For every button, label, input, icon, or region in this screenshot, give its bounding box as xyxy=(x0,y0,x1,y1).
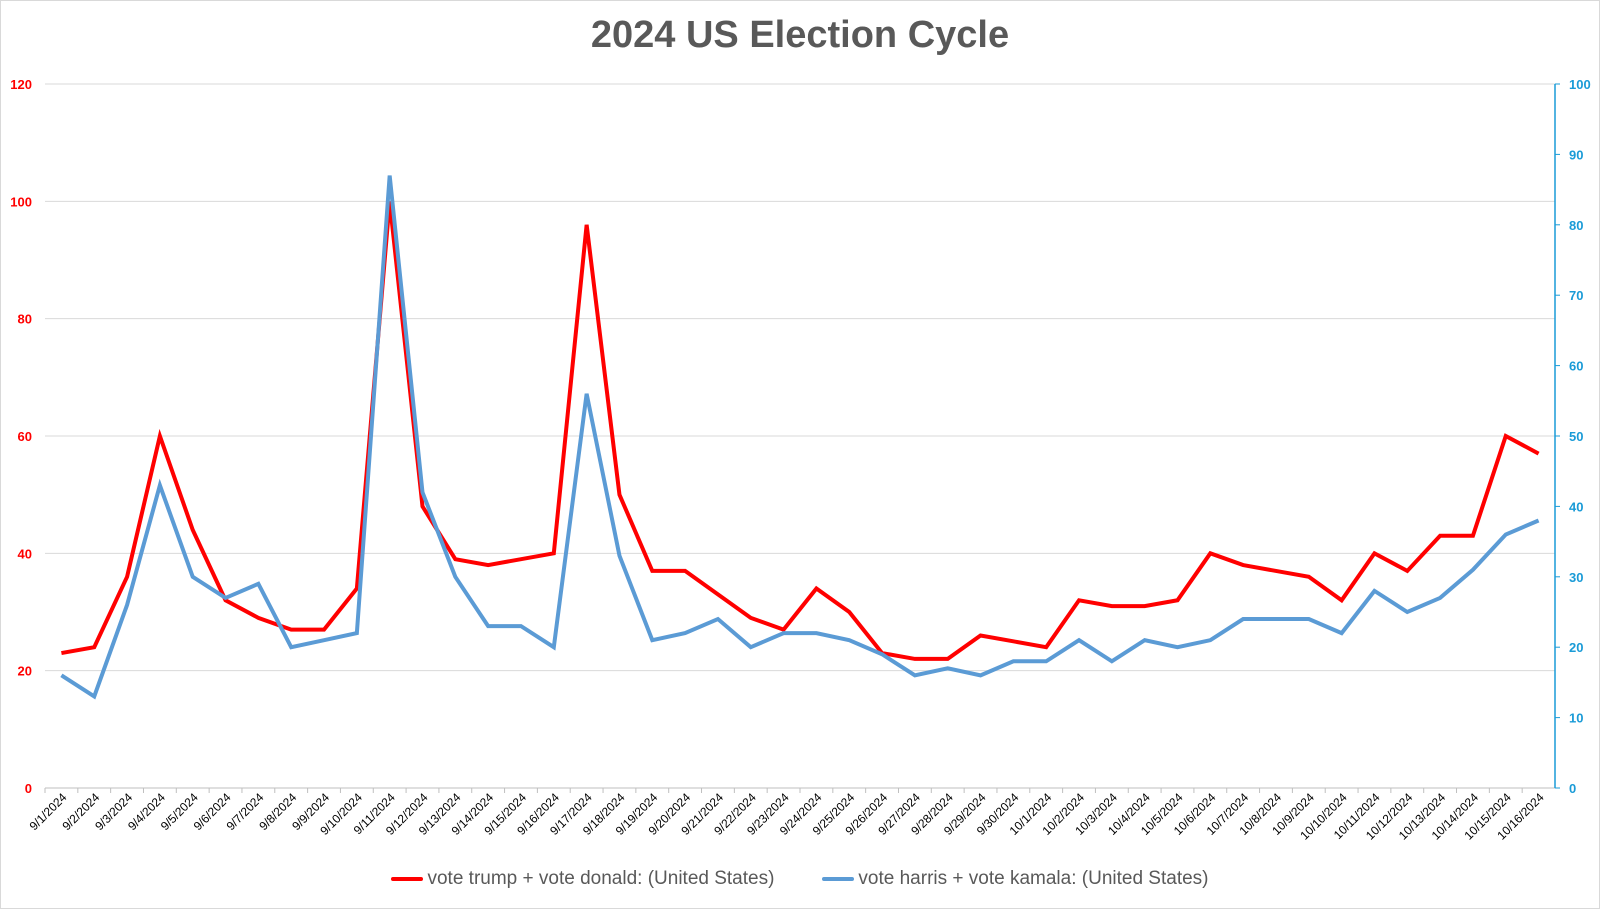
legend: vote trump + vote donald: (United States… xyxy=(0,868,1600,890)
y-right-tick-label: 20 xyxy=(1569,640,1583,655)
y-right-tick-label: 40 xyxy=(1569,499,1583,514)
y-right-tick-label: 50 xyxy=(1569,429,1583,444)
y-right-tick-label: 10 xyxy=(1569,711,1583,726)
y-left-tick-label: 60 xyxy=(18,429,32,444)
y-left-tick-label: 40 xyxy=(18,546,32,561)
series-line-harris xyxy=(60,175,1540,700)
series-line-trump xyxy=(61,201,1540,661)
legend-label-harris: vote harris + vote kamala: (United State… xyxy=(858,868,1209,889)
y-left-tick-label: 20 xyxy=(18,664,32,679)
chart-title: 2024 US Election Cycle xyxy=(590,14,1010,56)
y-right-tick-label: 100 xyxy=(1569,77,1591,92)
y-left-tick-label: 80 xyxy=(18,312,32,327)
legend-item-trump[interactable]: vote trump + vote donald: (United States… xyxy=(391,868,774,890)
y-right-tick-label: 70 xyxy=(1569,288,1583,303)
legend-swatch-harris xyxy=(822,877,855,881)
y-right-tick-label: 60 xyxy=(1569,359,1583,374)
legend-label-trump: vote trump + vote donald: (United States… xyxy=(427,868,775,889)
y-right-tick-label: 90 xyxy=(1569,147,1583,162)
y-left-tick-label: 0 xyxy=(25,781,32,796)
y-left-tick-label: 100 xyxy=(10,194,32,209)
y-right-tick-label: 80 xyxy=(1569,218,1583,233)
legend-item-harris[interactable]: vote harris + vote kamala: (United State… xyxy=(822,868,1209,890)
y-right-tick-label: 30 xyxy=(1569,570,1583,585)
y-left-tick-label: 120 xyxy=(10,77,32,92)
y-right-tick-label: 0 xyxy=(1569,781,1576,796)
legend-swatch-trump xyxy=(391,877,424,881)
